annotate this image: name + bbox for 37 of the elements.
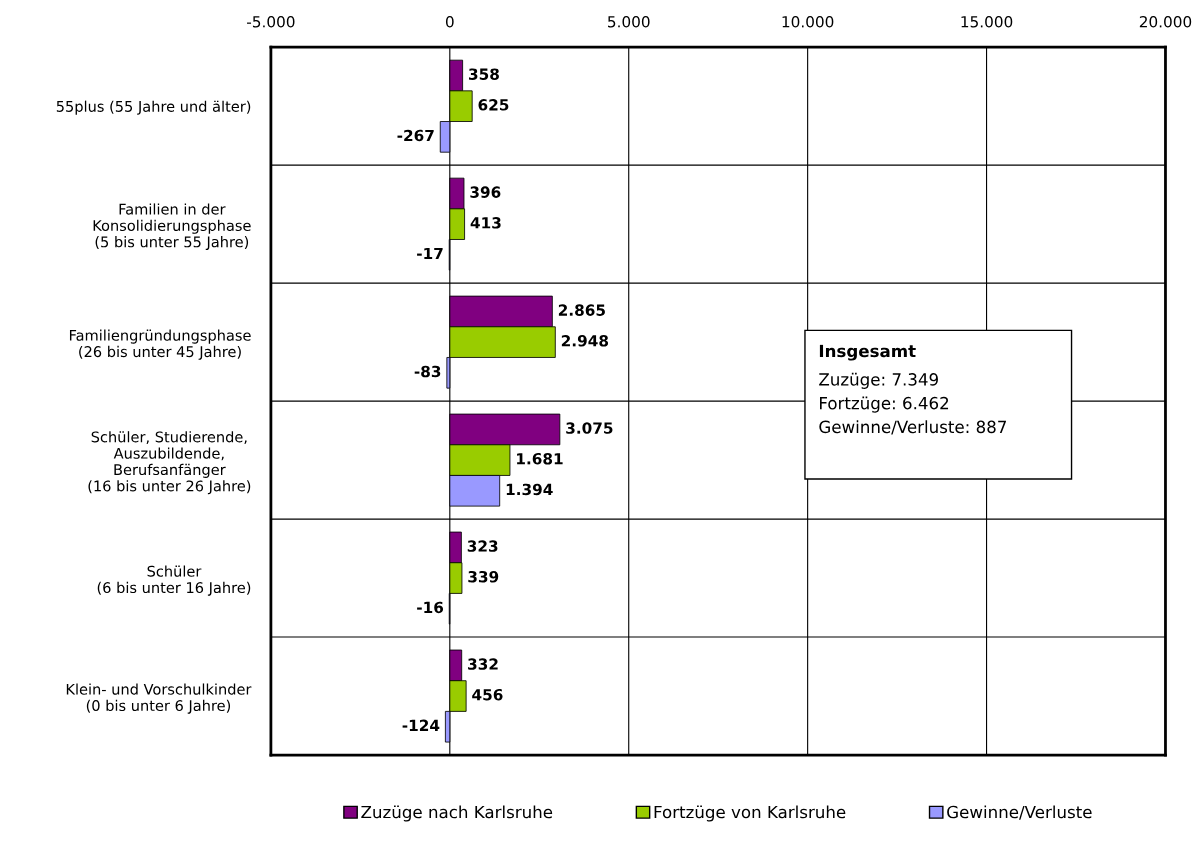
- annotation: Gewinne/Verluste: 887: [819, 420, 1006, 435]
- y-tick-label: Schüler (6 bis unter 16 Jahre): [97, 565, 251, 596]
- y-tick-label: 55plus (55 Jahre und älter): [56, 100, 251, 115]
- x-tick-label: 10.000: [782, 16, 834, 28]
- legend-label: Zuzüge nach Karlsruhe: [361, 805, 553, 822]
- data-label: 413: [470, 217, 501, 229]
- data-label: 339: [468, 570, 499, 583]
- x-tick-label: 5.000: [608, 16, 650, 28]
- data-label: 3.075: [566, 422, 613, 434]
- x-tick-label: -5.000: [247, 16, 295, 28]
- data-label: -83: [414, 365, 441, 378]
- data-label: 396: [470, 186, 501, 198]
- data-label: -17: [417, 247, 443, 260]
- data-label: 332: [468, 658, 498, 670]
- data-label: -267: [397, 129, 434, 142]
- y-tick-label: Klein- und Vorschulkinder (0 bis unter 6 Jahre): [66, 683, 252, 714]
- data-label: 625: [478, 99, 509, 111]
- data-label: 2.865: [558, 304, 605, 316]
- data-label: 358: [469, 68, 499, 80]
- y-tick-label: Schüler, Studierende, Auszubildende, Berufsanfänger (16 bis unter 26 Jahre): [88, 431, 251, 495]
- annotation: Zuzüge: 7.349: [819, 372, 938, 389]
- data-label: -124: [402, 719, 440, 731]
- x-tick-label: 20.000: [1139, 16, 1192, 28]
- data-label: -16: [417, 601, 444, 614]
- y-tick-label: Familiengründungsphase (26 bis unter 45 Jahre): [69, 329, 251, 360]
- data-label: 1.394: [506, 483, 553, 496]
- data-label: 2.948: [561, 335, 609, 347]
- annotation: Fortzüge: 6.462: [820, 396, 949, 413]
- x-tick-label: 0: [445, 16, 454, 28]
- legend-label: Fortzüge von Karlsruhe: [654, 805, 846, 822]
- y-tick-label: Familien in der Konsolidierungsphase (5 bis unter 55 Jahre): [93, 203, 251, 251]
- data-label: 323: [467, 540, 498, 552]
- annotation: Insgesamt: [819, 344, 916, 361]
- legend-label: Gewinne/Verluste: [947, 805, 1092, 820]
- data-label: 1.681: [517, 452, 563, 465]
- x-tick-label: 15.000: [961, 16, 1013, 28]
- data-label: 456: [472, 688, 503, 701]
